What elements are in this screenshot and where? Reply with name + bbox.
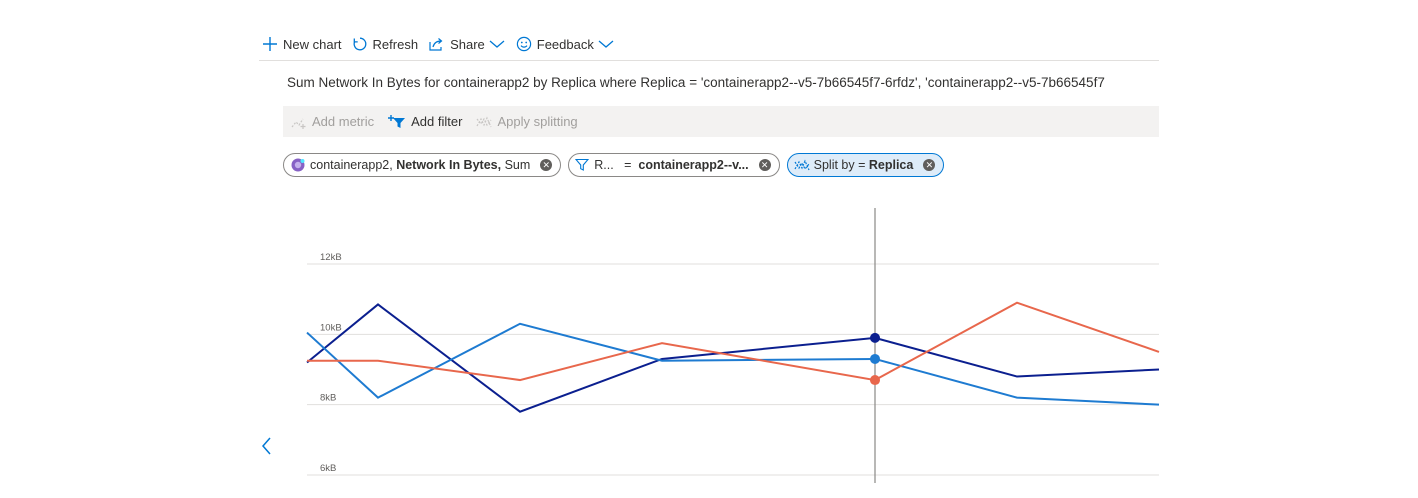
remove-split-icon[interactable]: ✕ [923,159,936,171]
series-line [307,301,1160,382]
filter-property: R... [594,158,614,172]
apply-splitting-label: Apply splitting [497,114,578,129]
split-icon [794,159,810,171]
split-value: Replica [868,158,914,172]
y-tick-label: 12kB [320,252,342,263]
series-point [870,353,880,364]
y-tick-label: 8kB [320,393,336,404]
smiley-icon [516,36,531,52]
split-prefix: Split by = [813,158,866,172]
metric-name: Network In Bytes, [396,158,502,172]
series-point [870,332,880,343]
add-metric-button[interactable]: Add metric [291,114,374,130]
share-icon [429,38,443,51]
chart-title[interactable]: Sum Network In Bytes for containerapp2 b… [287,75,1105,90]
feedback-button[interactable]: Feedback [516,36,615,52]
line-chart[interactable]: 12kB 10kB 8kB 6kB [259,200,1169,493]
chevron-down-icon [598,40,614,48]
remove-metric-icon[interactable]: ✕ [540,159,553,171]
refresh-button[interactable]: Refresh [352,36,419,52]
filter-value: containerapp2--v... [638,158,749,172]
series-line [306,322,1160,406]
filter-icon [575,158,590,171]
remove-filter-icon[interactable]: ✕ [758,159,771,171]
feedback-label: Feedback [536,36,594,52]
toolbar-divider [259,60,1159,61]
add-filter-icon [388,114,406,128]
line-chart-svg: 12kB 10kB 8kB 6kB [306,208,1160,483]
container-app-icon [291,158,305,172]
split-pill[interactable]: Split by = Replica ✕ [786,153,945,177]
add-metric-icon [291,118,306,129]
series-line [306,303,1160,413]
refresh-label: Refresh [372,36,419,52]
metric-pills: containerapp2, Network In Bytes, Sum ✕ R… [283,153,951,177]
add-filter-label: Add filter [411,114,463,129]
y-tick-label: 10kB [320,322,342,333]
y-tick-label: 6kB [320,463,336,474]
apply-splitting-button[interactable]: Apply splitting [476,114,578,130]
metric-command-bar: Add metric Add filter Apply splitting [283,106,1159,137]
share-label: Share [450,36,485,52]
share-button[interactable]: Share [428,36,506,52]
chevron-down-icon [489,40,505,48]
metric-resource: containerapp2, [310,158,393,172]
refresh-icon [353,37,366,51]
filter-pill[interactable]: R... = containerapp2--v... ✕ [568,153,780,177]
add-filter-button[interactable]: Add filter [388,114,462,130]
new-chart-button[interactable]: New chart [262,36,342,52]
chevron-left-icon[interactable] [260,436,274,461]
metric-pill[interactable]: containerapp2, Network In Bytes, Sum ✕ [283,153,562,177]
metric-aggregation: Sum [504,158,531,172]
plus-icon [263,37,277,51]
series-point [870,375,880,386]
filter-operator: = [624,158,632,172]
chart-toolbar: New chart Refresh Share Feedback [262,30,625,58]
add-metric-label: Add metric [312,114,375,129]
new-chart-label: New chart [283,36,342,52]
apply-splitting-icon [476,116,493,127]
